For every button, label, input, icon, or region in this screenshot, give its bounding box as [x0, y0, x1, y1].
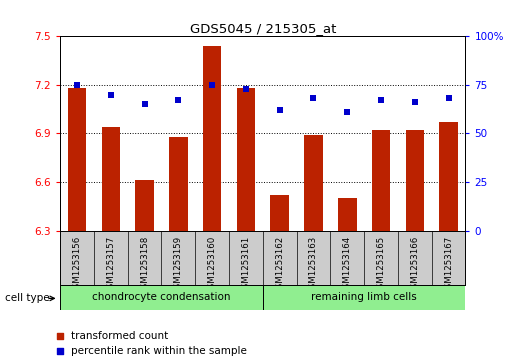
- Point: [56, 333, 64, 339]
- Bar: [68, 88, 86, 231]
- Text: transformed count: transformed count: [71, 331, 168, 341]
- Text: GSM1253160: GSM1253160: [208, 236, 217, 294]
- Text: GSM1253162: GSM1253162: [275, 236, 284, 294]
- Bar: [203, 46, 221, 231]
- Point: [174, 98, 183, 103]
- Bar: [405, 130, 424, 231]
- Point: [343, 109, 351, 115]
- Text: GSM1253167: GSM1253167: [444, 236, 453, 294]
- Title: GDS5045 / 215305_at: GDS5045 / 215305_at: [190, 22, 336, 35]
- Bar: [338, 198, 357, 231]
- Point: [377, 98, 385, 103]
- Bar: [236, 88, 255, 231]
- Text: GSM1253156: GSM1253156: [73, 236, 82, 294]
- Point: [73, 82, 81, 88]
- Point: [140, 101, 149, 107]
- Text: GSM1253161: GSM1253161: [242, 236, 251, 294]
- Bar: [439, 122, 458, 231]
- Text: GSM1253164: GSM1253164: [343, 236, 352, 294]
- Bar: [101, 127, 120, 231]
- Text: GSM1253158: GSM1253158: [140, 236, 149, 294]
- Bar: [304, 135, 323, 231]
- Bar: [263, 285, 465, 310]
- Text: percentile rank within the sample: percentile rank within the sample: [71, 346, 246, 356]
- Text: GSM1253163: GSM1253163: [309, 236, 318, 294]
- Bar: [169, 136, 188, 231]
- Text: chondrocyte condensation: chondrocyte condensation: [92, 292, 231, 302]
- Text: cell type: cell type: [5, 293, 50, 303]
- Bar: [270, 195, 289, 231]
- Bar: [60, 285, 263, 310]
- Point: [309, 95, 317, 101]
- Point: [411, 99, 419, 105]
- Point: [107, 92, 115, 98]
- Point: [208, 82, 217, 88]
- Text: remaining limb cells: remaining limb cells: [311, 292, 417, 302]
- Point: [276, 107, 284, 113]
- Text: GSM1253166: GSM1253166: [411, 236, 419, 294]
- Text: GSM1253159: GSM1253159: [174, 236, 183, 294]
- Point: [242, 86, 250, 91]
- Text: GSM1253165: GSM1253165: [377, 236, 385, 294]
- Bar: [372, 130, 390, 231]
- Text: GSM1253157: GSM1253157: [106, 236, 115, 294]
- Point: [445, 95, 453, 101]
- Bar: [135, 180, 154, 231]
- Point: [56, 348, 64, 354]
